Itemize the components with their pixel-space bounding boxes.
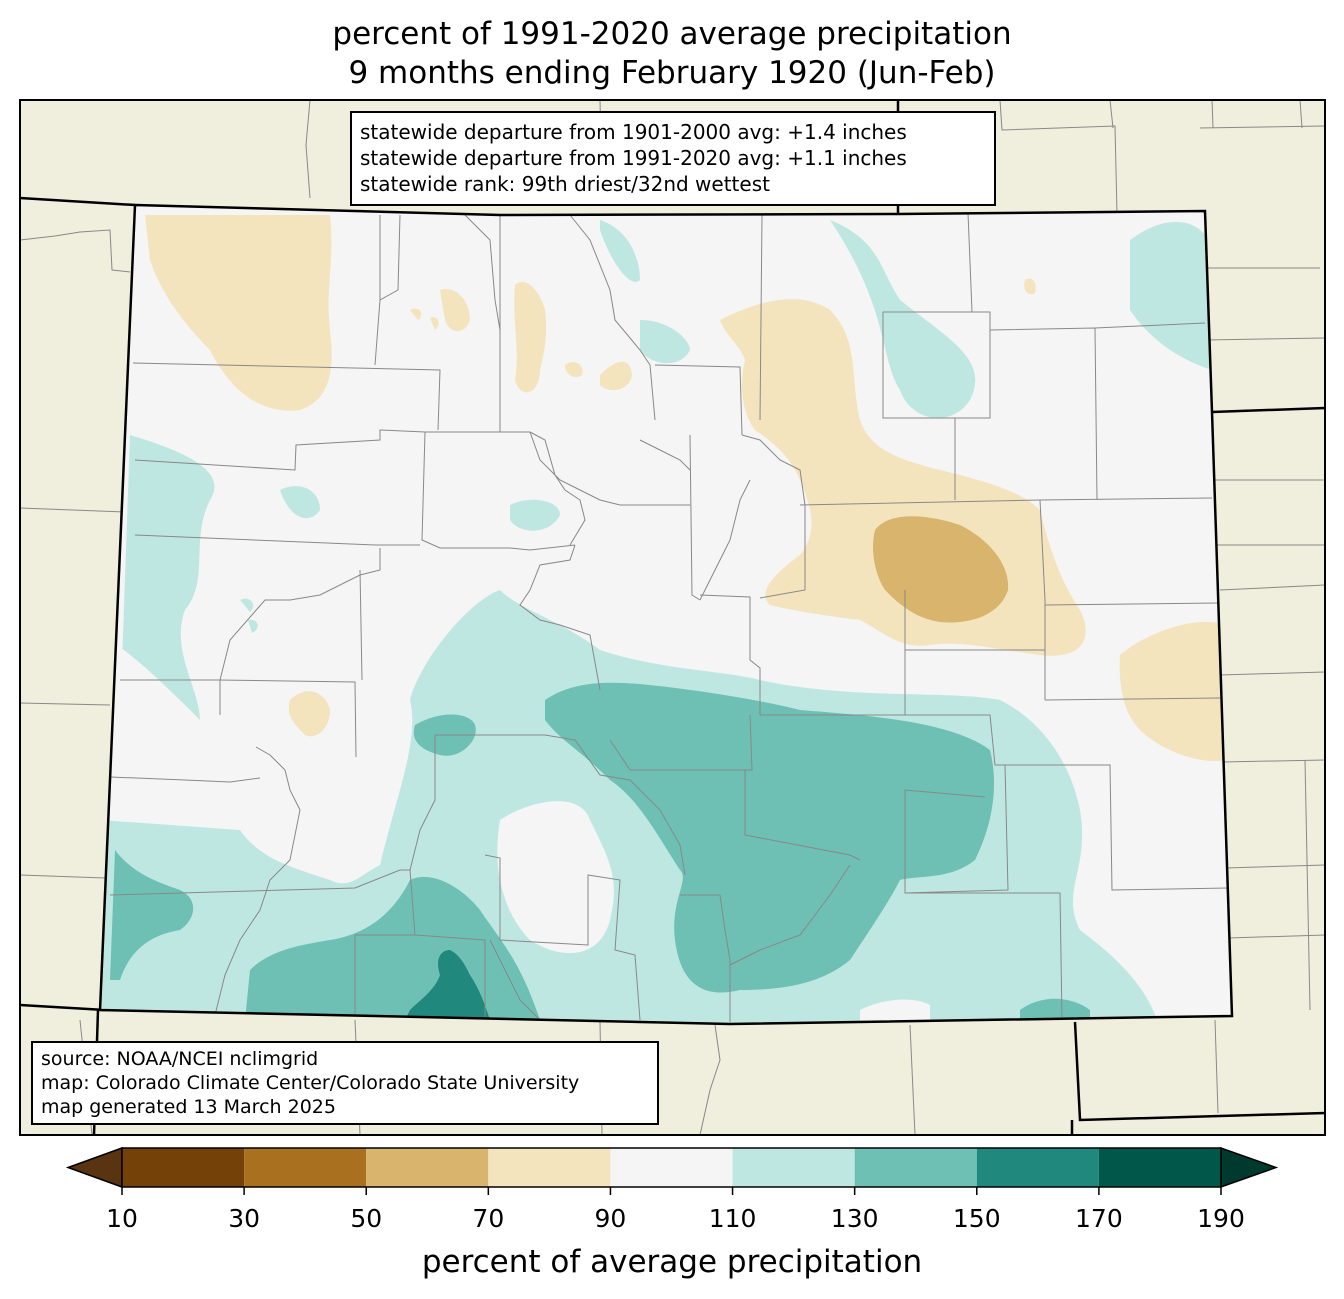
colorbar-tick-label: 90: [594, 1204, 627, 1233]
contour-50-70: [873, 516, 1009, 623]
source-box: source: NOAA/NCEI nclimgrid map: Colorad…: [31, 1041, 659, 1125]
county-lines: [109, 212, 1231, 1022]
colorbar-tick-label: 30: [228, 1204, 261, 1233]
colorbar: [65, 1146, 1279, 1195]
colorbar-tick-label: 150: [952, 1204, 1001, 1233]
source-line-2: map: Colorado Climate Center/Colorado St…: [41, 1072, 580, 1094]
colorbar-segment: [488, 1148, 611, 1187]
precipitation-contours: [100, 215, 1225, 1024]
colorbar-segment: [1098, 1148, 1221, 1187]
colorbar-tick-label: 10: [106, 1204, 138, 1233]
colorbar-tick-label: 70: [472, 1204, 505, 1233]
colorbar-title: percent of average precipitation: [421, 1244, 923, 1280]
colorbar-over-arrow: [1220, 1146, 1279, 1189]
colorbar-tick-label: 170: [1075, 1204, 1123, 1233]
colorbar-under-arrow: [65, 1146, 123, 1189]
colorbar-tick-label: 50: [350, 1204, 383, 1233]
map-title-line2: 9 months ending February 1920 (Jun-Feb): [348, 55, 996, 91]
colorbar-tick-label: 190: [1197, 1204, 1245, 1233]
colorbar-tick-label: 110: [708, 1204, 757, 1233]
colorbar-tick-label: 130: [830, 1204, 879, 1233]
colorbar-border: [121, 1147, 1222, 1188]
contour-110-130: [100, 220, 1212, 1024]
stats-line-1: statewide departure from 1901-2000 avg: …: [360, 120, 907, 144]
contour-90-110-islands: [110, 640, 930, 1024]
colorbar-segment: [366, 1148, 489, 1187]
contour-150-170: [405, 950, 490, 1020]
colorbar-segment: [122, 1148, 245, 1187]
colorbar-segment: [610, 1148, 733, 1187]
colorbar-segment: [976, 1148, 1099, 1187]
map-title-line1: percent of 1991-2020 average precipitati…: [332, 16, 1012, 52]
stats-line-3: statewide rank: 99th driest/32nd wettest: [360, 172, 770, 196]
source-line-3: map generated 13 March 2025: [41, 1096, 336, 1118]
map-frame: [19, 99, 1326, 1136]
contour-130-150: [110, 682, 1090, 1024]
colorbar-segment: [854, 1148, 977, 1187]
statewide-stats-box: statewide departure from 1901-2000 avg: …: [350, 111, 996, 206]
colorbar-segment: [244, 1148, 367, 1187]
stats-line-2: statewide departure from 1991-2020 avg: …: [360, 146, 907, 170]
colorado-border: [98, 203, 1234, 1026]
colorbar-segment: [732, 1148, 855, 1187]
source-line-1: source: NOAA/NCEI nclimgrid: [41, 1048, 319, 1070]
